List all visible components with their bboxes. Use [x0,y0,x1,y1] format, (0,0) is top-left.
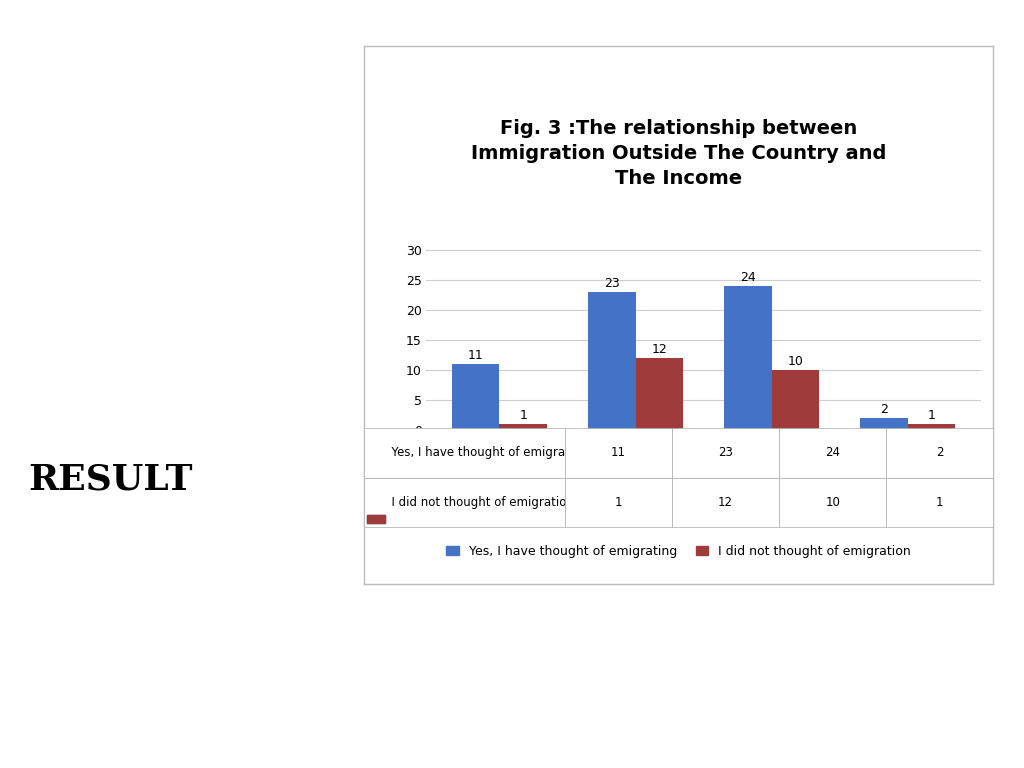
Bar [367,515,385,523]
Bar [636,359,683,430]
Text: 12: 12 [651,343,668,356]
Bar [724,286,772,430]
Bar [860,419,908,430]
Bar [908,425,955,430]
Bar [452,365,500,430]
Text: RESULT: RESULT [28,463,193,497]
Text: 10: 10 [787,355,804,368]
Text: 24: 24 [740,271,756,284]
Bar [588,293,636,430]
Text: 1: 1 [928,409,936,422]
Bar [500,425,547,430]
Text: 2: 2 [880,403,888,416]
Legend: Yes, I have thought of emigrating, I did not thought of emigration: Yes, I have thought of emigrating, I did… [441,540,915,563]
Bar [367,515,385,523]
Bar [772,370,819,430]
Text: 23: 23 [604,277,620,290]
Text: 11: 11 [468,349,483,362]
Text: 1: 1 [519,409,527,422]
Text: Fig. 3 :The relationship between
Immigration Outside The Country and
The Income: Fig. 3 :The relationship between Immigra… [471,119,886,188]
